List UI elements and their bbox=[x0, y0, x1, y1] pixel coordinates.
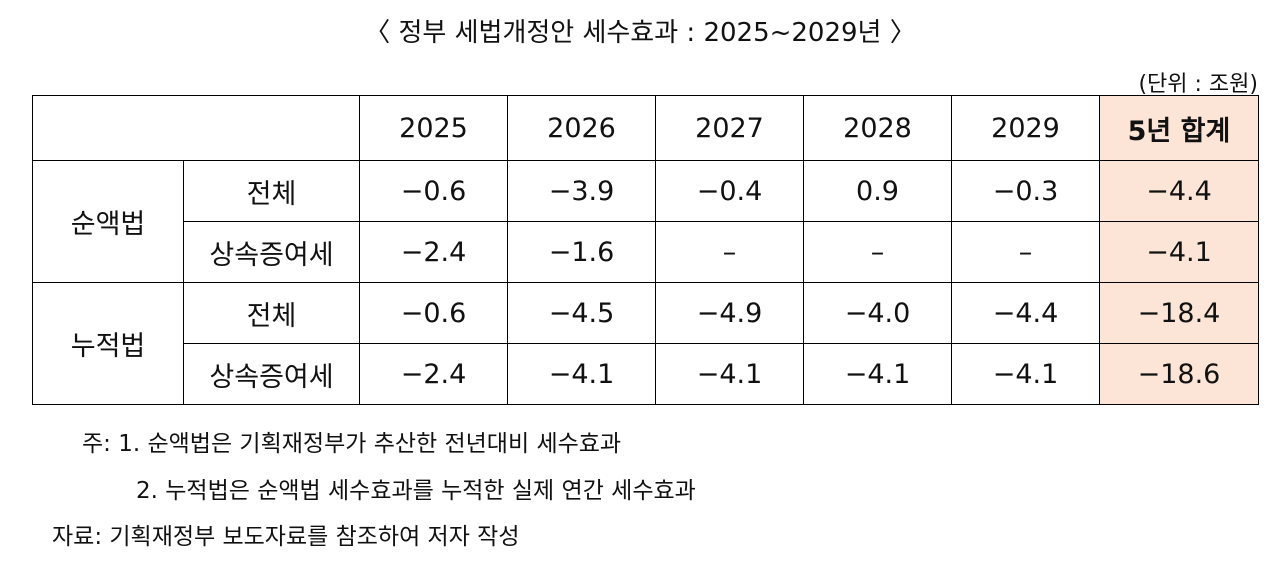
note: 주: 1. 순액법은 기획재정부가 추산한 전년대비 세수효과 bbox=[82, 431, 622, 457]
row: 상속증여세 −2.4 −4.1 −4.1 −4.1 −4.1 −18.6 bbox=[33, 343, 1259, 405]
value-cell: – bbox=[951, 221, 1100, 283]
row-label: 전체 bbox=[183, 160, 360, 222]
unit: (단위 : 조원) bbox=[1138, 72, 1258, 97]
value-cell: – bbox=[803, 221, 952, 283]
value-cell: −18.6 bbox=[1099, 343, 1259, 405]
value-cell: −0.4 bbox=[655, 160, 804, 222]
value-cell: – bbox=[655, 221, 804, 283]
header-cell: 5년 합계 bbox=[1099, 95, 1259, 161]
value-cell: −0.6 bbox=[359, 282, 508, 344]
value-cell: −4.1 bbox=[951, 343, 1100, 405]
title: 〈 정부 세법개정안 세수효과 : 2025~2029년 〉 bbox=[364, 18, 916, 48]
value-cell: −4.1 bbox=[1099, 221, 1259, 283]
value-cell: −2.4 bbox=[359, 221, 508, 283]
row-label: 상속증여세 bbox=[183, 343, 360, 405]
value-cell: −4.9 bbox=[655, 282, 804, 344]
value-cell: −18.4 bbox=[1099, 282, 1259, 344]
corner-cell bbox=[32, 95, 360, 161]
value-cell: 0.9 bbox=[803, 160, 952, 222]
source: 자료: 기획재정부 보도자료를 참조하여 저자 작성 bbox=[52, 524, 520, 550]
value-cell: −4.0 bbox=[803, 282, 952, 344]
value-cell: −2.4 bbox=[359, 343, 508, 405]
value-cell: −4.4 bbox=[951, 282, 1100, 344]
header-cell: 2029 bbox=[951, 95, 1100, 161]
value-cell: −0.3 bbox=[951, 160, 1100, 222]
header-cell: 2027 bbox=[655, 95, 804, 161]
value-cell: −0.6 bbox=[359, 160, 508, 222]
row-label: 전체 bbox=[183, 282, 360, 344]
row: 누적법 전체 −0.6 −4.5 −4.9 −4.0 −4.4 −18.4 bbox=[32, 282, 1259, 405]
value-cell: −4.1 bbox=[507, 343, 656, 405]
header-cell: 2025 bbox=[359, 95, 508, 161]
header-row: 2025 2026 2027 2028 2029 5년 합계 bbox=[32, 95, 1259, 161]
group-cell: 누적법 bbox=[32, 282, 184, 405]
header-cell: 2026 bbox=[507, 95, 656, 161]
group-cell: 순액법 bbox=[32, 160, 184, 283]
row-label: 상속증여세 bbox=[183, 221, 360, 283]
note: 2. 누적법은 순액법 세수효과를 누적한 실제 연간 세수효과 bbox=[136, 478, 696, 504]
value-cell: −4.1 bbox=[803, 343, 952, 405]
value-cell: −4.4 bbox=[1099, 160, 1259, 222]
table: 2025 2026 2027 2028 2029 5년 합계 순액법 전체 −0.6 −3.9 −0… bbox=[32, 95, 1259, 405]
value-cell: −4.5 bbox=[507, 282, 656, 344]
value-cell: −3.9 bbox=[507, 160, 656, 222]
header-cell: 2028 bbox=[803, 95, 952, 161]
row: 순액법 전체 −0.6 −3.9 −0.4 0.9 −0.3 −4.4 bbox=[32, 160, 1259, 283]
value-cell: −4.1 bbox=[655, 343, 804, 405]
value-cell: −1.6 bbox=[507, 221, 656, 283]
table-body: 2025 2026 2027 2028 2029 5년 합계 순액법 전체 −0.6 −3.9 −0… bbox=[32, 95, 1259, 405]
row: 상속증여세 −2.4 −1.6– – – −4.1 bbox=[33, 221, 1259, 283]
